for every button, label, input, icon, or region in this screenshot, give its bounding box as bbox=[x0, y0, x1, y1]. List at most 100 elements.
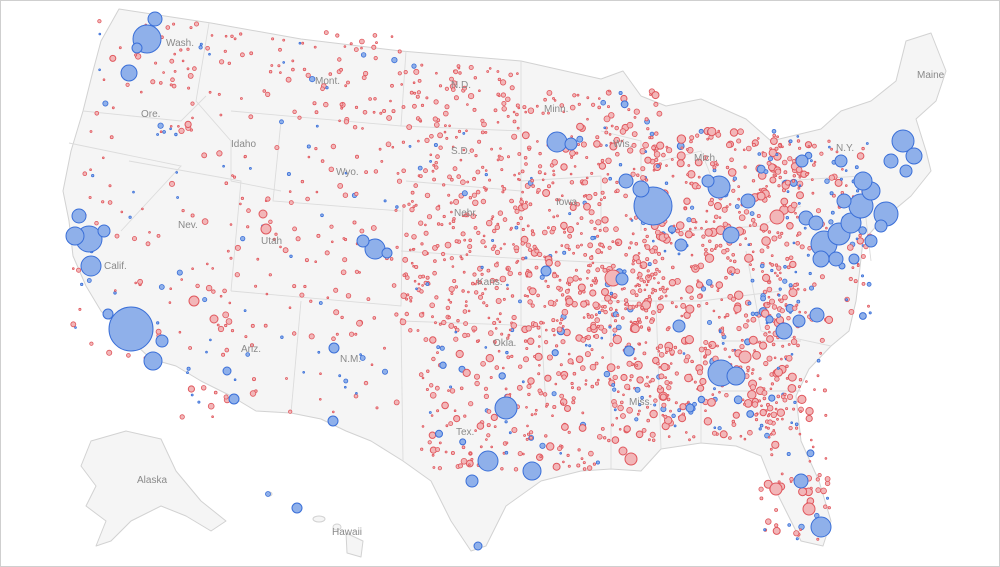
county-dot-1317 bbox=[652, 259, 658, 265]
county-dot-771 bbox=[429, 336, 437, 344]
county-dot-329 bbox=[223, 394, 229, 400]
county-dot-258 bbox=[337, 182, 344, 189]
county-dot-1485 bbox=[781, 417, 784, 421]
county-dot-2100 bbox=[797, 186, 801, 190]
county-dot-496 bbox=[417, 79, 422, 83]
county-dot-907 bbox=[480, 360, 486, 367]
county-dot-1280 bbox=[609, 307, 613, 311]
county-dot-801 bbox=[526, 383, 532, 389]
county-dot-1985 bbox=[797, 201, 801, 205]
county-dot-1133 bbox=[608, 89, 611, 93]
county-dot-1336 bbox=[591, 261, 595, 265]
county-dot-549 bbox=[486, 219, 493, 227]
county-dot-1999 bbox=[737, 128, 744, 135]
county-dot-575 bbox=[494, 224, 500, 230]
county-dot-568 bbox=[409, 299, 413, 303]
county-dot-2017 bbox=[670, 265, 675, 270]
county-dot-1871 bbox=[726, 266, 736, 276]
county-dot-2207 bbox=[791, 179, 796, 183]
county-dot-1050 bbox=[600, 190, 605, 195]
county-dot-1209 bbox=[658, 287, 662, 291]
county-dot-804 bbox=[454, 330, 458, 334]
county-dot-1474 bbox=[641, 427, 647, 433]
county-dot-385 bbox=[482, 186, 486, 189]
county-dot-205 bbox=[224, 181, 229, 186]
county-dot-938 bbox=[546, 442, 555, 451]
label-minn: Minn. bbox=[544, 104, 568, 115]
county-dot-112 bbox=[291, 59, 295, 63]
county-dot-159 bbox=[222, 164, 225, 168]
county-dot-1196 bbox=[583, 252, 588, 257]
county-dot-2101 bbox=[784, 241, 790, 247]
county-dot-2149 bbox=[798, 175, 802, 179]
county-dot-190 bbox=[78, 307, 82, 311]
county-dot-472 bbox=[420, 63, 424, 67]
county-dot-1175 bbox=[567, 247, 571, 251]
county-dot-1918 bbox=[665, 145, 669, 149]
county-dot-21 bbox=[98, 68, 101, 72]
county-dot-1741 bbox=[678, 414, 687, 423]
county-dot-337 bbox=[354, 332, 358, 336]
county-dot-1339 bbox=[636, 259, 642, 265]
county-dot-1580 bbox=[712, 309, 716, 313]
county-dot-1903 bbox=[664, 294, 668, 298]
county-dot-1924 bbox=[734, 290, 744, 300]
county-dot-1956 bbox=[778, 145, 782, 149]
county-dot-377 bbox=[425, 96, 429, 100]
county-dot-518 bbox=[460, 179, 466, 186]
county-dot-1528 bbox=[644, 315, 649, 320]
county-dot-741 bbox=[543, 339, 549, 345]
county-dot-1249 bbox=[586, 264, 590, 267]
county-dot-1489 bbox=[684, 431, 688, 434]
county-dot-1442 bbox=[728, 355, 731, 359]
county-dot-242 bbox=[305, 196, 310, 202]
county-dot-883 bbox=[485, 438, 488, 441]
county-dot-498 bbox=[458, 71, 462, 75]
county-dot-1963 bbox=[716, 163, 719, 167]
county-dot-877 bbox=[468, 452, 472, 456]
county-dot-60 bbox=[233, 37, 237, 41]
county-dot-449 bbox=[424, 137, 430, 143]
county-dot-2304 bbox=[771, 440, 780, 449]
county-dot-1073 bbox=[620, 139, 624, 143]
county-dot-213 bbox=[72, 267, 75, 270]
county-dot-556 bbox=[468, 238, 473, 243]
county-dot-2316 bbox=[786, 451, 791, 456]
county-dot-530 bbox=[498, 320, 502, 324]
county-dot-53 bbox=[98, 32, 102, 36]
county-dot-1451 bbox=[713, 387, 716, 391]
county-dot-623 bbox=[490, 246, 495, 251]
county-dot-947 bbox=[548, 208, 551, 212]
county-dot-1594 bbox=[622, 393, 625, 397]
county-dot-443 bbox=[506, 114, 510, 118]
county-dot-1574 bbox=[656, 361, 660, 366]
county-dot-1378 bbox=[564, 243, 570, 249]
county-dot-1094 bbox=[577, 102, 581, 106]
county-dot-331 bbox=[381, 368, 388, 375]
county-dot-807 bbox=[505, 441, 509, 445]
county-dot-645 bbox=[474, 290, 479, 295]
county-dot-1986 bbox=[768, 148, 777, 158]
county-dot-254 bbox=[229, 256, 233, 260]
county-dot-10 bbox=[169, 125, 173, 128]
county-dot-1841 bbox=[767, 295, 771, 299]
county-dot-1356 bbox=[600, 264, 605, 269]
label-wis: Wis. bbox=[613, 139, 632, 150]
county-dot-224 bbox=[316, 233, 321, 238]
county-dot-1126 bbox=[562, 110, 565, 114]
county-dot-2045 bbox=[689, 139, 693, 144]
county-dot-1796 bbox=[749, 263, 752, 267]
county-dot-516 bbox=[480, 130, 485, 135]
county-dot-2277 bbox=[826, 496, 830, 500]
county-dot-1606 bbox=[600, 308, 604, 312]
county-dot-292 bbox=[394, 208, 398, 212]
county-dot-2422 bbox=[864, 234, 878, 248]
county-dot-222 bbox=[389, 257, 394, 261]
county-dot-2412 bbox=[905, 147, 923, 165]
county-dot-1977 bbox=[692, 233, 695, 237]
county-dot-96 bbox=[239, 32, 243, 36]
county-dot-1060 bbox=[543, 172, 547, 176]
county-dot-1695 bbox=[685, 304, 695, 314]
county-dot-1381 bbox=[608, 325, 612, 329]
county-dot-2296 bbox=[772, 526, 781, 535]
